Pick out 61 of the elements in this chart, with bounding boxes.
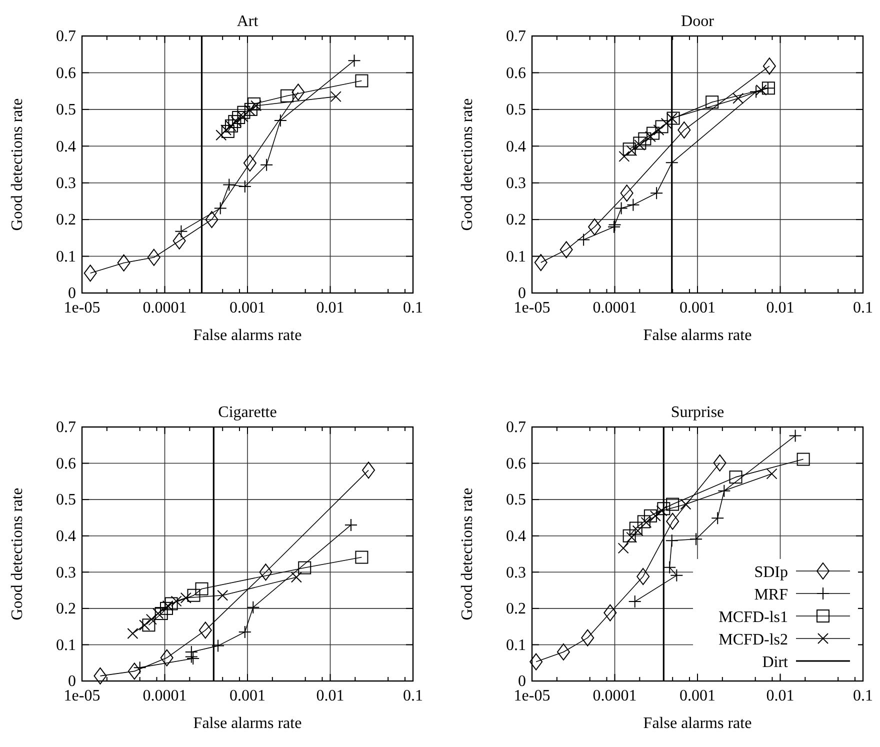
y-axis-title: Good detections rate bbox=[9, 488, 26, 620]
x-tick-label: 0.001 bbox=[230, 687, 266, 704]
legend-label: MRF bbox=[754, 586, 788, 604]
y-tick-label: 0.7 bbox=[56, 28, 76, 46]
x-tick-label: 0.0001 bbox=[142, 299, 187, 316]
y-tick-label: 0.5 bbox=[506, 102, 526, 119]
x-tick-label: 0.1 bbox=[853, 299, 873, 316]
y-tick-label: 0.4 bbox=[56, 138, 76, 156]
y-tick-label: 0.6 bbox=[506, 64, 526, 82]
x-tick-label: 0.1 bbox=[853, 687, 873, 704]
x-tick-label: 0.001 bbox=[680, 299, 716, 316]
y-tick-label: 0.4 bbox=[506, 528, 526, 545]
y-axis-title: Good detections rate bbox=[459, 98, 476, 231]
y-tick-label: 0.4 bbox=[506, 138, 526, 156]
chart-title: Door bbox=[681, 13, 715, 30]
y-tick-label: 0.3 bbox=[56, 174, 76, 192]
y-tick-label: 0.6 bbox=[56, 64, 76, 82]
y-tick-label: 0.1 bbox=[56, 636, 76, 654]
y-tick-label: 0.7 bbox=[506, 419, 526, 436]
legend-label: Dirt bbox=[762, 654, 789, 671]
y-tick-label: 0.3 bbox=[56, 564, 76, 582]
x-tick-label: 0.0001 bbox=[142, 687, 187, 704]
x-axis-title: False alarms rate bbox=[643, 327, 752, 344]
y-tick-label: 0.5 bbox=[56, 102, 76, 119]
chart-title: Surprise bbox=[670, 404, 724, 421]
x-tick-label: 0.001 bbox=[680, 687, 716, 704]
y-tick-label: 0.2 bbox=[506, 600, 526, 618]
x-tick-label: 0.1 bbox=[403, 299, 423, 316]
y-tick-label: 0.3 bbox=[506, 564, 526, 582]
chart-title: Art bbox=[236, 13, 259, 30]
x-tick-label: 0.01 bbox=[316, 687, 344, 704]
x-axis-title: False alarms rate bbox=[193, 327, 302, 344]
legend-label: MCFD-ls1 bbox=[718, 609, 788, 626]
x-tick-label: 0.1 bbox=[403, 687, 423, 704]
y-tick-label: 0.2 bbox=[506, 212, 526, 229]
x-tick-label: 0.001 bbox=[230, 299, 266, 316]
y-tick-label: 0.3 bbox=[506, 174, 526, 192]
y-tick-label: 0.6 bbox=[56, 455, 76, 472]
chart-title: Cigarette bbox=[218, 404, 277, 421]
y-tick-label: 0.2 bbox=[56, 212, 76, 229]
x-axis-title: False alarms rate bbox=[643, 715, 752, 732]
x-tick-label: 0.01 bbox=[766, 687, 794, 704]
y-tick-label: 0.2 bbox=[56, 600, 76, 618]
y-tick-label: 0.1 bbox=[506, 636, 526, 654]
y-tick-label: 0.1 bbox=[56, 248, 76, 266]
y-tick-label: 0.7 bbox=[56, 419, 76, 436]
legend-label: MCFD-ls2 bbox=[718, 632, 788, 648]
x-axis-title: False alarms rate bbox=[193, 715, 302, 732]
y-axis-title: Good detections rate bbox=[459, 488, 476, 620]
y-tick-label: 0.7 bbox=[506, 28, 526, 46]
y-axis-title: Good detections rate bbox=[9, 98, 26, 231]
x-tick-label: 0.01 bbox=[316, 299, 344, 316]
y-tick-label: 0.5 bbox=[506, 492, 526, 509]
y-tick-label: 0.5 bbox=[56, 492, 76, 509]
x-tick-label: 0.0001 bbox=[592, 299, 637, 316]
x-tick-label: 0.0001 bbox=[592, 687, 637, 704]
legend-label: SDIp bbox=[754, 564, 788, 581]
y-tick-label: 0.1 bbox=[506, 248, 526, 266]
y-tick-label: 0.6 bbox=[506, 455, 526, 472]
x-tick-label: 0.01 bbox=[766, 299, 794, 316]
y-tick-label: 0.4 bbox=[56, 528, 76, 545]
